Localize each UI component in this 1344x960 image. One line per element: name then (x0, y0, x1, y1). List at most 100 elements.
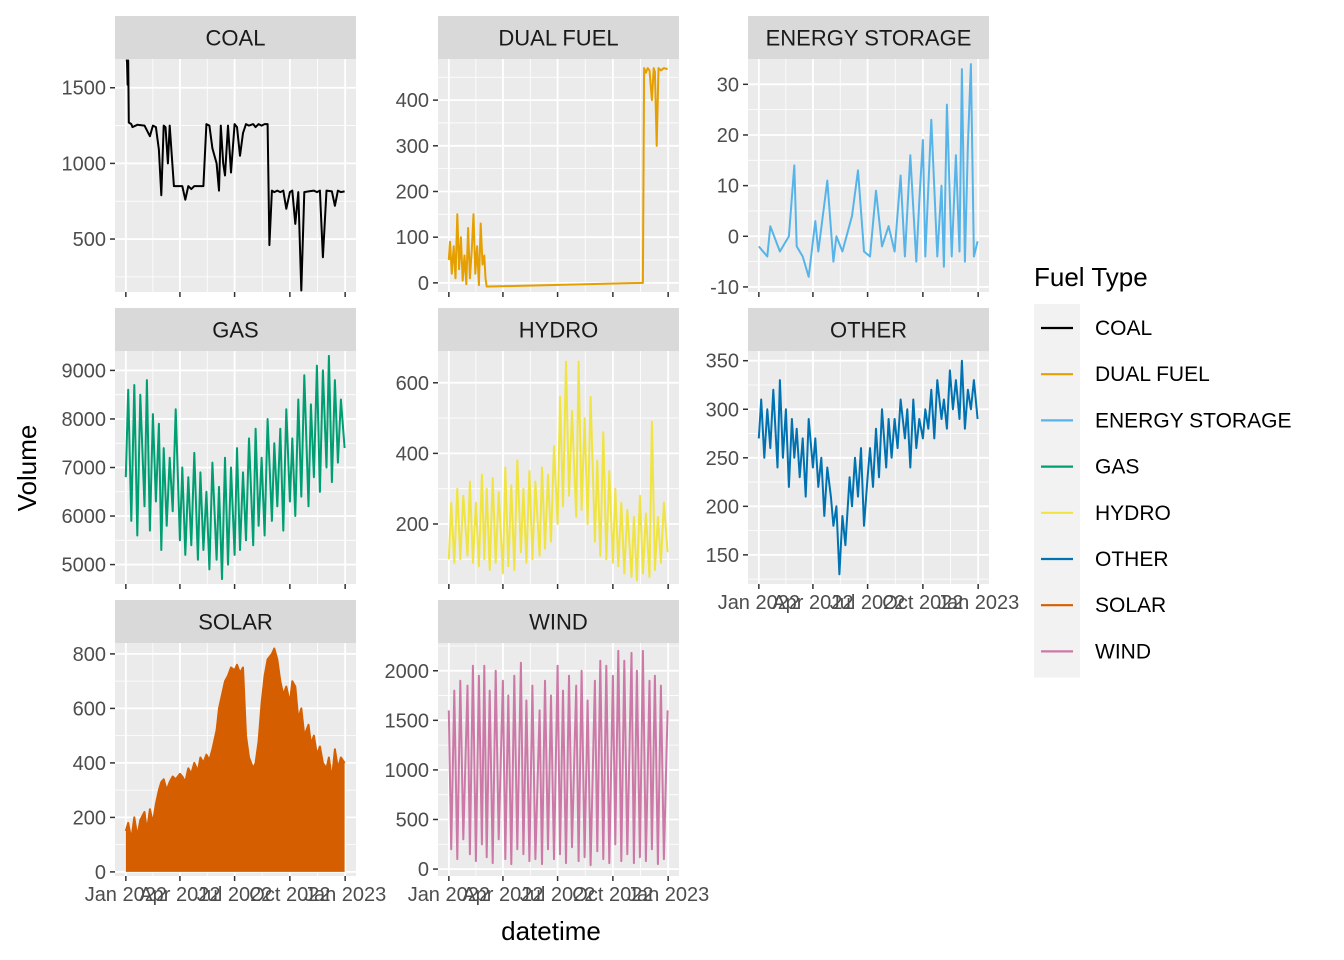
strip-label: DUAL FUEL (498, 26, 618, 51)
legend-label: HYDRO (1095, 502, 1171, 525)
strip-other (748, 308, 989, 351)
y-tick-label: 2000 (385, 661, 430, 683)
series-line-dual-fuel (447, 67, 668, 288)
y-tick-label: 400 (73, 753, 106, 775)
y-tick-label: 8000 (62, 409, 107, 431)
legend-item-gas: GAS (1041, 456, 1139, 479)
y-tick-label: 9000 (62, 360, 107, 382)
strip-energy-storage (748, 16, 989, 59)
y-tick-label: 500 (73, 229, 106, 251)
x-tick-label: Apr 2022 (462, 884, 543, 906)
panel-gas: GAS 5000 6000 7000 8000 9000 (62, 308, 356, 589)
series-line-gas (124, 354, 346, 581)
x-tick-label: Oct 2022 (882, 592, 963, 614)
strip-label: SOLAR (198, 610, 273, 635)
series-line-solar (124, 647, 346, 841)
strip-label: HYDRO (519, 318, 598, 343)
y-tick-label: 1500 (385, 710, 430, 732)
y-tick-label: 30 (717, 74, 739, 96)
y-tick-label: 200 (396, 181, 429, 203)
y-tick-label: 150 (706, 545, 739, 567)
y-tick-label: 350 (706, 351, 739, 373)
x-tick-label: Oct 2022 (249, 884, 330, 906)
x-tick-label: Jan 2023 (937, 592, 1019, 614)
x-axis-title: datetime (501, 916, 601, 946)
y-tick-label: 500 (396, 809, 429, 831)
legend-item-wind: WIND (1041, 640, 1151, 663)
strip-label: COAL (206, 26, 266, 51)
x-tick-label: Apr 2022 (772, 592, 853, 614)
legend-label: GAS (1095, 456, 1139, 479)
y-tick-label: 200 (73, 807, 106, 829)
y-tick-label: 5000 (62, 555, 107, 577)
y-tick-label: 300 (396, 136, 429, 158)
legend-item-hydro: HYDRO (1041, 502, 1171, 525)
legend: Fuel Type COAL DUAL FUEL ENERGY STORAGE GAS… (1034, 262, 1291, 678)
y-tick-label: 300 (706, 399, 739, 421)
y-tick-label: 10 (717, 176, 739, 198)
x-tick-label: Jan 2022 (408, 884, 490, 906)
legend-key-background (1034, 304, 1080, 678)
y-tick-label: 20 (717, 125, 739, 147)
panel-hydro: HYDRO 200 400 600 (396, 308, 679, 589)
y-tick-label: 400 (396, 443, 429, 465)
y-axis-title: Volume (12, 425, 42, 512)
y-tick-label: 400 (396, 90, 429, 112)
x-tick-label: Jan 2022 (718, 592, 800, 614)
x-tick-label: Jan 2022 (85, 884, 167, 906)
legend-title: Fuel Type (1034, 262, 1148, 292)
panel-energy-storage: ENERGY STORAGE -10 0 10 20 30 (710, 16, 989, 299)
legend-item-dual-fuel: DUAL FUEL (1041, 363, 1210, 386)
y-tick-label: 1000 (62, 153, 107, 175)
series-line-wind (447, 649, 669, 867)
y-tick-label: 100 (396, 227, 429, 249)
y-tick-label: -10 (710, 277, 739, 299)
y-tick-label: 600 (396, 373, 429, 395)
y-tick-label: 800 (73, 644, 106, 666)
legend-label: OTHER (1095, 548, 1169, 571)
strip-label: ENERGY STORAGE (766, 26, 972, 51)
panel-coal: COAL 500 1000 1500 (62, 16, 356, 297)
legend-item-energy-storage: ENERGY STORAGE (1041, 409, 1291, 432)
strip-gas (115, 308, 356, 351)
y-tick-label: 1000 (385, 760, 430, 782)
legend-label: COAL (1095, 317, 1152, 340)
panel-background (748, 59, 989, 292)
x-tick-label: Jan 2023 (627, 884, 709, 906)
legend-item-other: OTHER (1041, 548, 1169, 571)
y-tick-label: 0 (418, 859, 429, 881)
strip-wind (438, 600, 679, 643)
y-tick-label: 250 (706, 448, 739, 470)
panel-dual-fuel: DUAL FUEL 0 100 200 300 400 (396, 16, 679, 297)
x-tick-label: Jul 2022 (830, 592, 906, 614)
panel-background (115, 59, 356, 292)
y-tick-label: 200 (706, 496, 739, 518)
strip-solar (115, 600, 356, 643)
y-tick-label: 1500 (62, 78, 107, 100)
legend-label: DUAL FUEL (1095, 363, 1210, 386)
x-tick-label: Apr 2022 (139, 884, 220, 906)
strip-coal (115, 16, 356, 59)
strip-label: WIND (529, 610, 588, 635)
strip-label: OTHER (830, 318, 907, 343)
y-tick-label: 0 (95, 862, 106, 884)
legend-label: ENERGY STORAGE (1095, 409, 1291, 432)
x-tick-label: Jul 2022 (197, 884, 273, 906)
strip-dual-fuel (438, 16, 679, 59)
legend-label: WIND (1095, 640, 1151, 663)
y-tick-label: 600 (73, 698, 106, 720)
y-tick-label: 0 (418, 273, 429, 295)
strip-hydro (438, 308, 679, 351)
y-tick-label: 0 (728, 226, 739, 248)
strip-label: GAS (212, 318, 258, 343)
series-line-energy-storage (758, 63, 979, 278)
legend-item-solar: SOLAR (1041, 594, 1166, 617)
series-area-solar (125, 648, 345, 872)
x-tick-label: Oct 2022 (572, 884, 653, 906)
